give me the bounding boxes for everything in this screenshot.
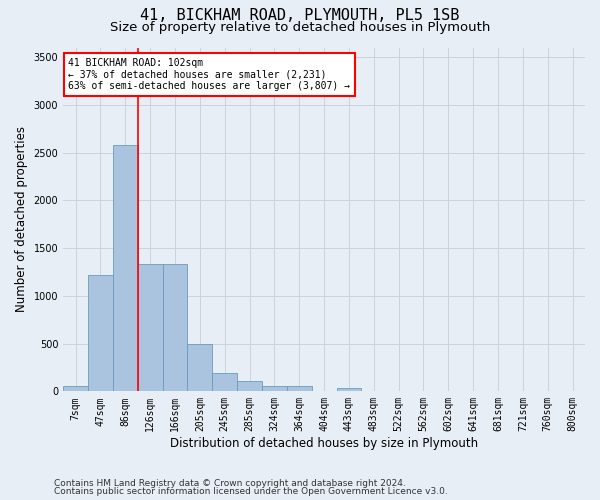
Bar — [187, 344, 212, 392]
Y-axis label: Number of detached properties: Number of detached properties — [15, 126, 28, 312]
Text: 41 BICKHAM ROAD: 102sqm
← 37% of detached houses are smaller (2,231)
63% of semi: 41 BICKHAM ROAD: 102sqm ← 37% of detache… — [68, 58, 350, 91]
Bar — [63, 386, 88, 392]
Bar — [262, 386, 287, 392]
Text: 41, BICKHAM ROAD, PLYMOUTH, PL5 1SB: 41, BICKHAM ROAD, PLYMOUTH, PL5 1SB — [140, 8, 460, 22]
Bar — [113, 145, 138, 392]
Text: Contains public sector information licensed under the Open Government Licence v3: Contains public sector information licen… — [54, 487, 448, 496]
Bar — [337, 388, 361, 392]
Text: Size of property relative to detached houses in Plymouth: Size of property relative to detached ho… — [110, 21, 490, 34]
Bar — [163, 264, 187, 392]
Bar — [88, 275, 113, 392]
Bar — [138, 264, 163, 392]
Bar — [237, 382, 262, 392]
Text: Contains HM Land Registry data © Crown copyright and database right 2024.: Contains HM Land Registry data © Crown c… — [54, 478, 406, 488]
Bar — [287, 386, 311, 392]
X-axis label: Distribution of detached houses by size in Plymouth: Distribution of detached houses by size … — [170, 437, 478, 450]
Bar — [212, 373, 237, 392]
